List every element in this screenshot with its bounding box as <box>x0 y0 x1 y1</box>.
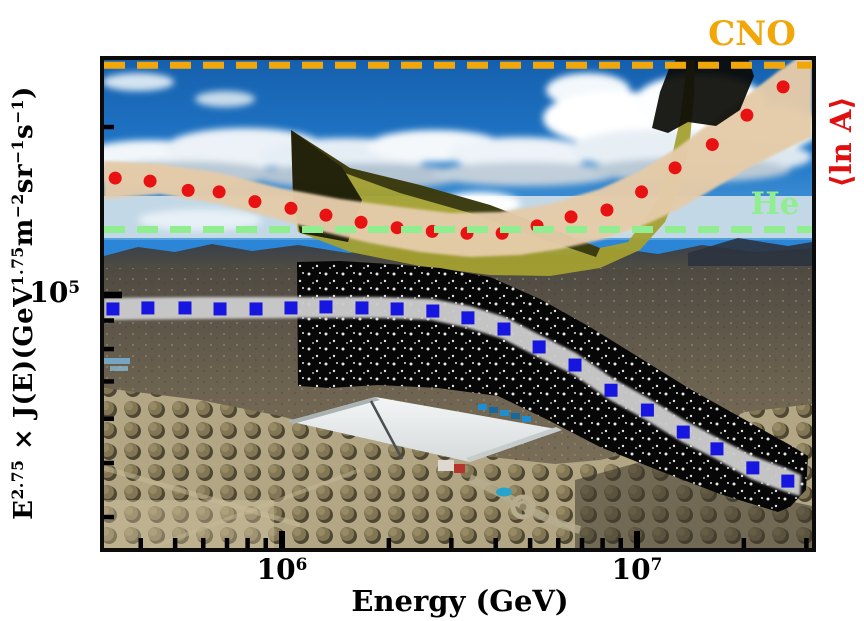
superscript: 2.75 <box>8 459 28 500</box>
all-particle-flux-point <box>705 138 719 152</box>
mean-ln-A-point <box>249 302 263 316</box>
all-particle-flux-point <box>390 221 404 235</box>
mean-ln-A-point <box>178 301 192 315</box>
roof-seam <box>369 400 404 460</box>
all-particle-flux-point <box>108 171 122 185</box>
mean-ln-A-point <box>568 358 582 372</box>
all-particle-flux-point <box>776 80 790 94</box>
lake <box>104 358 130 364</box>
outbuilding <box>438 460 454 471</box>
outbuilding <box>454 464 465 473</box>
label-text: × J(E)(GeV <box>9 286 39 460</box>
mean-ln-A-point <box>497 322 511 336</box>
label-text: 10 <box>611 553 651 586</box>
label-text: s <box>9 123 39 140</box>
flux-uncertainty-band-tan <box>104 60 812 257</box>
container <box>478 404 487 410</box>
cno-line-label: CNO <box>708 14 796 54</box>
all-particle-flux-point <box>564 210 578 224</box>
mean-ln-A-point <box>781 474 795 488</box>
chart-layers <box>104 60 812 548</box>
all-particle-flux-point <box>212 185 226 199</box>
superscript: 6 <box>295 553 308 574</box>
all-particle-flux-point <box>668 161 682 175</box>
all-particle-flux-point <box>635 185 649 199</box>
mean-ln-A-point <box>284 301 298 315</box>
mean-ln-A-point <box>604 383 618 397</box>
mean-ln-A-point <box>640 403 654 417</box>
dirt-road <box>104 465 301 528</box>
lnA-uncertainty-band-black-speckles <box>297 261 808 512</box>
x-tick-label: 107 <box>597 553 677 586</box>
mean-ln-A-point <box>532 340 546 354</box>
all-particle-flux-point <box>181 183 195 197</box>
all-particle-flux-point <box>143 174 157 188</box>
container <box>489 407 498 413</box>
mean-ln-A-point <box>213 302 227 316</box>
all-particle-flux-point <box>600 203 614 217</box>
x-axis-label: Energy (GeV) <box>351 584 569 618</box>
mean-ln-A-point <box>390 302 404 316</box>
container <box>500 410 509 416</box>
superscript: −1 <box>8 139 28 164</box>
mean-ln-A-point <box>319 300 333 314</box>
plot-area <box>100 56 816 552</box>
mean-ln-A-point <box>461 311 475 325</box>
mean-ln-A-point <box>710 442 724 456</box>
all-particle-flux-point <box>284 201 298 215</box>
label-text: m <box>9 218 39 247</box>
container <box>522 416 531 422</box>
he-line-label: He <box>750 186 800 222</box>
mean-ln-A-point <box>746 461 760 475</box>
superscript: 5 <box>68 276 80 297</box>
all-particle-flux-point <box>248 195 262 209</box>
label-text: ) <box>9 86 39 99</box>
lake <box>110 366 128 371</box>
all-particle-flux-point <box>354 215 368 229</box>
chart-canvas <box>104 60 812 548</box>
label-text: sr <box>9 163 39 194</box>
superscript: 7 <box>650 553 663 574</box>
detector-building <box>288 397 582 534</box>
lnA-center-band-gray <box>104 297 801 496</box>
label-text: 10 <box>29 275 69 309</box>
mean-ln-A-point <box>106 302 120 316</box>
x-tick-label: 106 <box>242 553 322 586</box>
mean-ln-A-point <box>355 301 369 315</box>
roundabout <box>510 494 536 520</box>
mountain-ridge-right <box>688 238 812 266</box>
building-roof <box>288 397 562 462</box>
all-particle-flux-point <box>740 108 754 122</box>
dark-blob <box>652 60 754 133</box>
dark-terrain-patch <box>575 460 812 548</box>
building-roof-edge <box>288 397 380 424</box>
right-axis-label: ⟨ln A⟩ <box>824 96 858 188</box>
roundabout-center <box>519 503 527 511</box>
label-text: 10 <box>256 553 296 586</box>
container <box>511 413 520 419</box>
mean-ln-A-point <box>141 301 155 315</box>
y-tick-label: 105 <box>10 276 80 309</box>
building-roof-edge <box>466 427 562 462</box>
superscript: −2 <box>8 193 28 219</box>
label-text: E <box>9 499 39 520</box>
pond <box>496 487 512 497</box>
mean-ln-A-point <box>676 425 690 439</box>
dirt-road <box>149 468 361 548</box>
all-particle-flux-point <box>319 208 333 222</box>
superscript: −1 <box>8 98 28 124</box>
mean-ln-A-point <box>426 304 440 318</box>
